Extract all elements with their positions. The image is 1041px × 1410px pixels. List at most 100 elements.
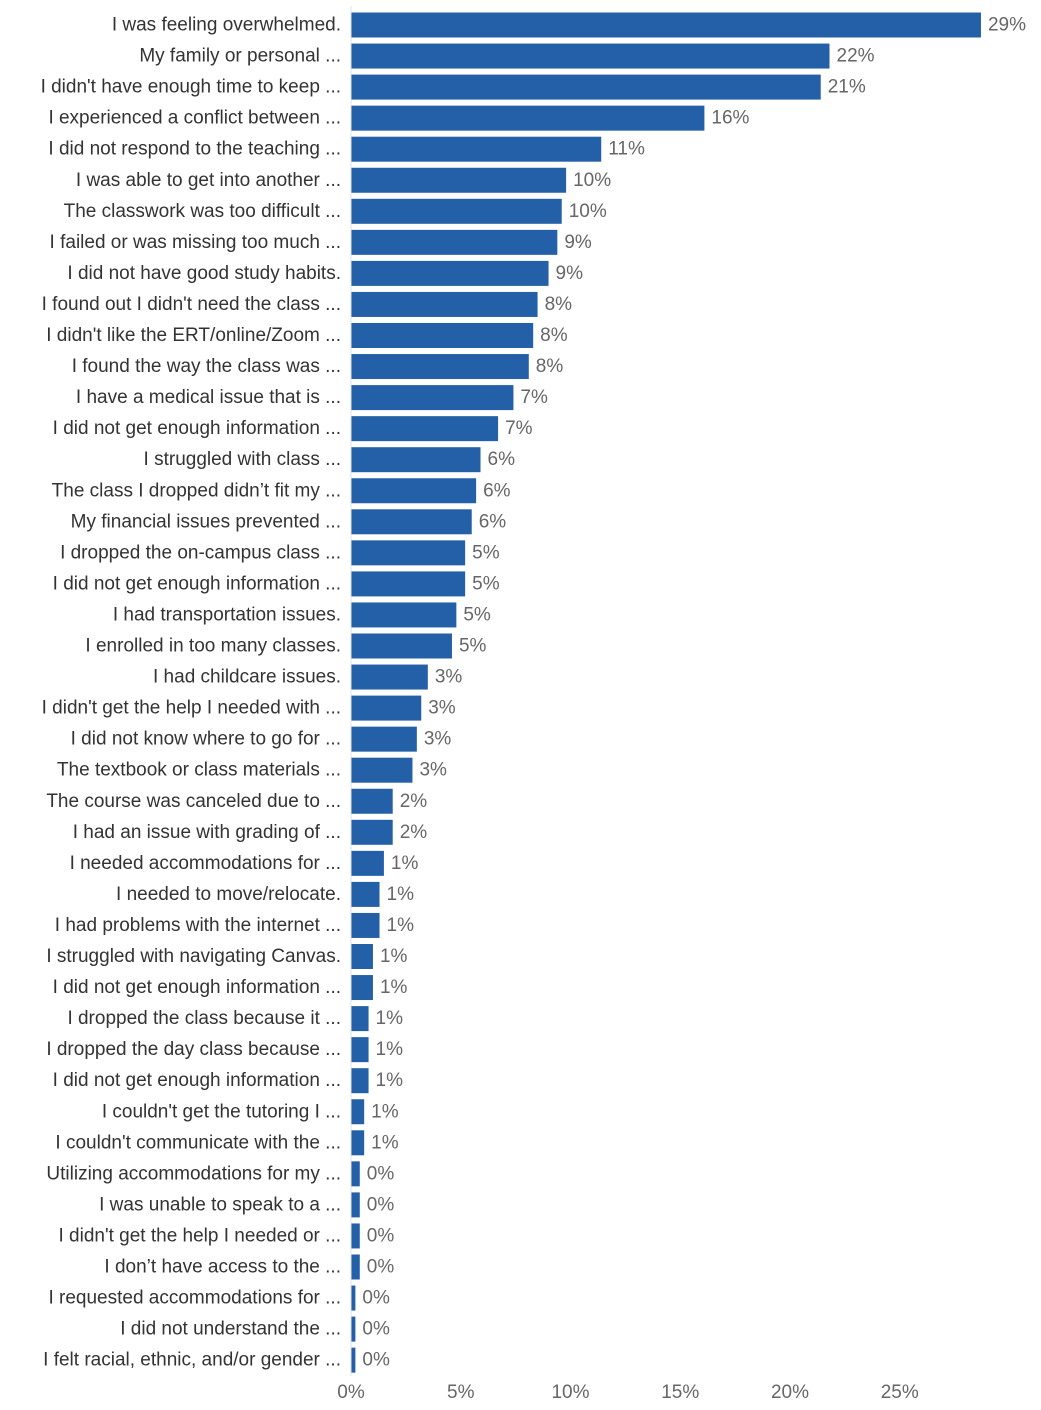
bar (351, 788, 393, 814)
category-label: The course was canceled due to ... (46, 791, 341, 812)
category-label: I struggled with navigating Canvas. (46, 946, 341, 967)
bar (351, 540, 466, 566)
bar (351, 1130, 365, 1156)
category-label: I found out I didn't need the class ... (42, 294, 341, 315)
value-label: 21% (828, 77, 866, 98)
value-label: 3% (428, 698, 456, 719)
category-label: I felt racial, ethnic, and/or gender ... (43, 1350, 341, 1371)
category-label: I dropped the class because it ... (67, 1008, 341, 1029)
x-tick-label: 10% (551, 1382, 589, 1403)
bar (351, 633, 452, 659)
category-label: I was unable to speak to a ... (99, 1194, 341, 1215)
category-label: I experienced a conflict between ... (48, 108, 341, 129)
value-label: 5% (459, 636, 487, 657)
category-label: I requested accommodations for ... (48, 1288, 341, 1309)
bar (351, 602, 457, 628)
bar (351, 664, 428, 690)
category-label: I enrolled in too many classes. (85, 636, 341, 657)
category-label: I did not get enough information ... (53, 1070, 341, 1091)
bar (351, 43, 830, 69)
category-label: I couldn't get the tutoring I ... (102, 1101, 341, 1122)
value-label: 1% (376, 1070, 404, 1091)
x-tick-label: 20% (771, 1382, 809, 1403)
bar (351, 12, 981, 38)
category-label: I didn't have enough time to keep ... (41, 77, 341, 98)
value-label: 6% (479, 511, 507, 532)
bar (351, 1347, 356, 1373)
category-label: The classwork was too difficult ... (64, 201, 341, 222)
value-label: 2% (400, 791, 428, 812)
bar (351, 229, 558, 255)
bar (351, 167, 567, 193)
value-label: 6% (483, 480, 511, 501)
category-label: I don’t have access to the ... (104, 1257, 341, 1278)
value-label: 7% (505, 418, 533, 439)
value-label: 10% (569, 201, 607, 222)
bar (351, 198, 562, 224)
category-label: I dropped the day class because ... (46, 1039, 341, 1060)
x-tick-label: 15% (661, 1382, 699, 1403)
value-label: 3% (419, 760, 447, 781)
value-label: 1% (371, 1132, 399, 1153)
category-label: I had problems with the internet ... (55, 915, 341, 936)
bar (351, 354, 529, 380)
value-label: 0% (367, 1163, 395, 1184)
x-tick-label: 0% (337, 1382, 365, 1403)
bar (351, 1192, 360, 1218)
bar (351, 1037, 369, 1063)
category-label: I had an issue with grading of ... (73, 822, 341, 843)
category-label: I was able to get into another ... (76, 170, 341, 191)
bar (351, 323, 534, 348)
category-label: I didn't get the help I needed with ... (42, 698, 341, 719)
value-label: 0% (367, 1257, 395, 1278)
category-labels: I was feeling overwhelmed. My family or p… (41, 15, 341, 1371)
category-label: I did not get enough information ... (53, 418, 341, 439)
x-axis: 0% 5% 10% 15% 20% 25% (337, 6, 919, 1403)
category-label: I failed or was missing too much ... (50, 232, 341, 253)
value-label: 5% (472, 542, 500, 563)
value-label: 9% (564, 232, 592, 253)
bar (351, 819, 393, 845)
bar (351, 385, 514, 411)
bar (351, 447, 481, 473)
category-label: I couldn't communicate with the ... (55, 1132, 341, 1153)
category-label: The textbook or class materials ... (57, 760, 341, 781)
value-label: 1% (371, 1101, 399, 1122)
bar (351, 416, 499, 442)
bar (351, 726, 417, 752)
bar (351, 1285, 356, 1311)
x-tick-label: 5% (447, 1382, 475, 1403)
value-label: 1% (387, 884, 415, 905)
value-labels: 29% 22% 21% 16% 11% 10% 10% 9% 9% 8% 8% 8% 7% 7% 6% 6% 6… (362, 15, 1026, 1371)
bar (351, 695, 422, 721)
bar (351, 571, 466, 597)
value-label: 8% (536, 356, 564, 377)
value-label: 8% (540, 325, 568, 346)
value-label: 2% (400, 822, 428, 843)
bar (351, 1068, 369, 1094)
value-label: 1% (376, 1039, 404, 1060)
bar (351, 478, 477, 504)
value-label: 1% (387, 915, 415, 936)
bar (351, 260, 549, 286)
value-label: 5% (472, 573, 500, 594)
category-label: I did not get enough information ... (53, 573, 341, 594)
value-label: 16% (711, 108, 749, 129)
category-label: I had transportation issues. (113, 604, 341, 625)
category-label: I needed accommodations for ... (70, 853, 341, 874)
bar (351, 1316, 356, 1342)
bar (351, 1006, 369, 1032)
value-label: 0% (362, 1350, 390, 1371)
value-label: 3% (435, 667, 463, 688)
category-label: I didn't get the help I needed or ... (59, 1225, 342, 1246)
category-label: I had childcare issues. (153, 667, 341, 688)
category-label: My family or personal ... (139, 46, 341, 67)
bar (351, 1161, 360, 1187)
category-label: My financial issues prevented ... (71, 511, 341, 532)
x-tick-label: 25% (881, 1382, 919, 1403)
bar (351, 975, 373, 1001)
bar (351, 1254, 360, 1280)
bar (351, 912, 380, 938)
bars-layer (351, 12, 981, 1373)
